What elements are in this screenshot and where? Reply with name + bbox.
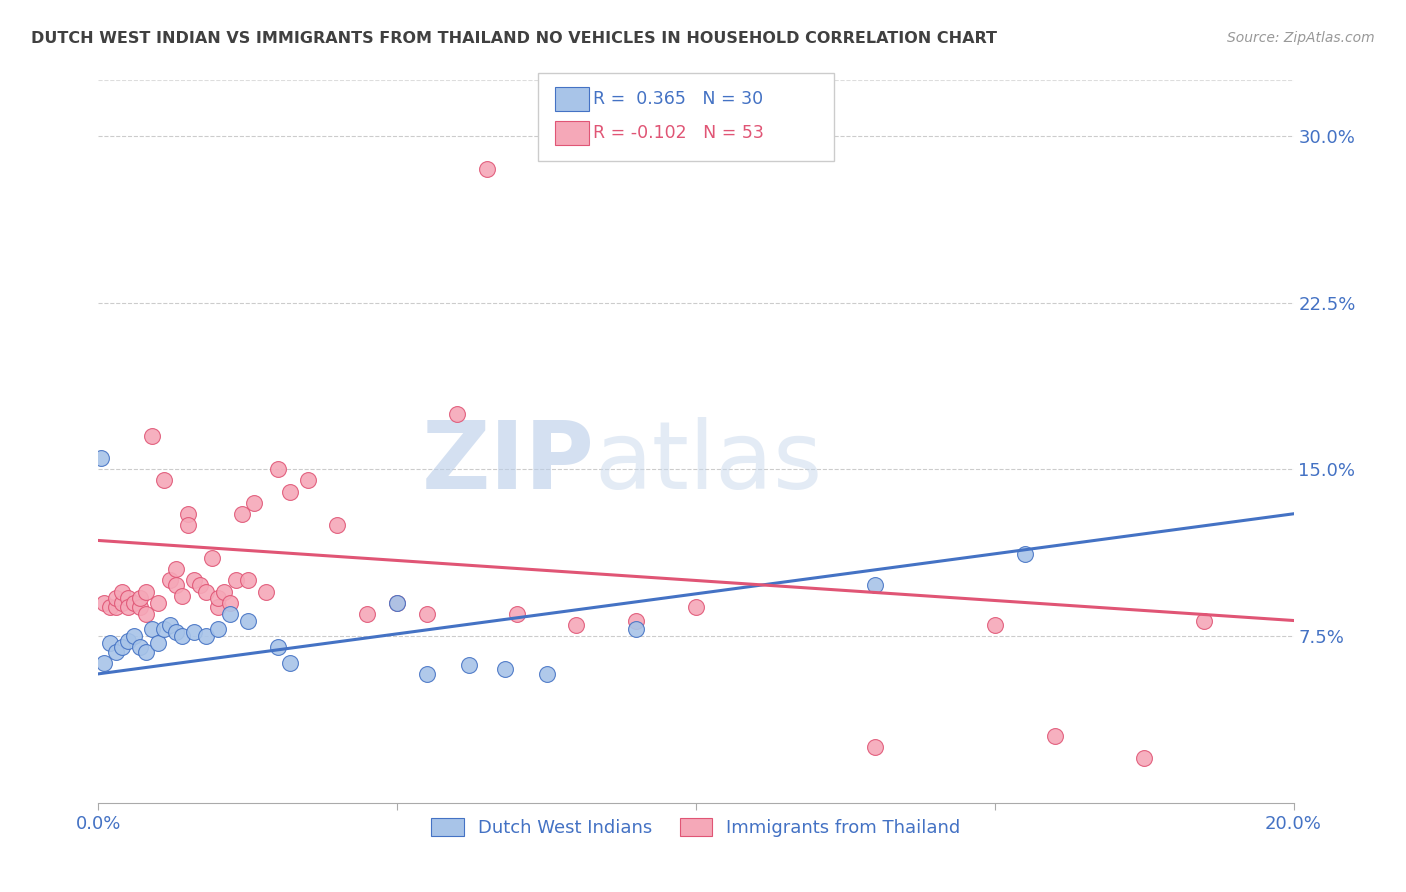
Point [105,600,128,615]
Text: atlas: atlas [595,417,823,509]
Point [385,596,409,610]
Point [236,614,259,628]
Point [93,596,115,610]
Point [207,623,229,637]
Point [536,666,558,681]
Point [98,636,122,650]
Point [98,600,122,615]
Point [124,629,146,643]
Point [416,666,439,681]
Point [219,596,242,610]
Point [416,607,439,621]
Point [1043,729,1066,743]
Point [159,618,181,632]
Point [254,584,277,599]
Point [148,596,170,610]
Point [685,600,707,615]
Point [865,578,887,592]
Point [177,507,200,521]
Point [165,578,187,592]
Point [225,574,247,588]
Point [90,451,112,466]
Point [236,574,259,588]
Point [188,578,211,592]
Point [141,429,163,443]
Point [153,474,176,488]
Point [297,474,319,488]
Point [129,640,152,655]
Text: R = -0.102   N = 53: R = -0.102 N = 53 [593,124,765,142]
Point [195,584,218,599]
Point [93,656,115,670]
Point [165,624,187,639]
Point [984,618,1007,632]
Point [124,596,146,610]
Point [326,517,349,532]
Point [278,656,301,670]
Point [117,600,139,615]
Point [129,591,152,606]
Point [231,507,253,521]
Point [626,614,648,628]
Point [129,600,152,615]
Point [177,517,200,532]
Point [207,591,229,606]
Point [105,591,128,606]
Point [117,633,139,648]
Legend: Dutch West Indians, Immigrants from Thailand: Dutch West Indians, Immigrants from Thai… [425,811,967,845]
Text: ZIP: ZIP [422,417,595,509]
Point [219,607,242,621]
Point [141,623,163,637]
Text: Source: ZipAtlas.com: Source: ZipAtlas.com [1227,31,1375,45]
Point [165,562,187,576]
Point [1014,547,1036,561]
Point [267,462,290,476]
Point [207,600,229,615]
Point [494,662,516,676]
Text: R =  0.365   N = 30: R = 0.365 N = 30 [593,90,763,108]
Point [148,636,170,650]
Point [201,551,224,566]
Point [183,574,205,588]
Point [446,407,468,421]
Point [506,607,529,621]
Point [172,629,194,643]
Text: DUTCH WEST INDIAN VS IMMIGRANTS FROM THAILAND NO VEHICLES IN HOUSEHOLD CORRELATI: DUTCH WEST INDIAN VS IMMIGRANTS FROM THA… [31,31,997,46]
Point [212,584,235,599]
Point [135,645,157,659]
Point [278,484,301,499]
Point [111,596,134,610]
Point [135,607,157,621]
Point [565,618,588,632]
Point [111,640,134,655]
Point [243,496,266,510]
Point [195,629,218,643]
Point [159,574,181,588]
Point [153,623,176,637]
Point [105,645,128,659]
Point [458,657,481,672]
Point [117,591,139,606]
Point [626,623,648,637]
Point [1192,614,1215,628]
Point [183,624,205,639]
Point [111,584,134,599]
Point [865,740,887,755]
Point [475,162,498,177]
Point [385,596,409,610]
Point [356,607,378,621]
Point [267,640,290,655]
Point [1133,751,1156,765]
Point [172,589,194,603]
Point [135,584,157,599]
